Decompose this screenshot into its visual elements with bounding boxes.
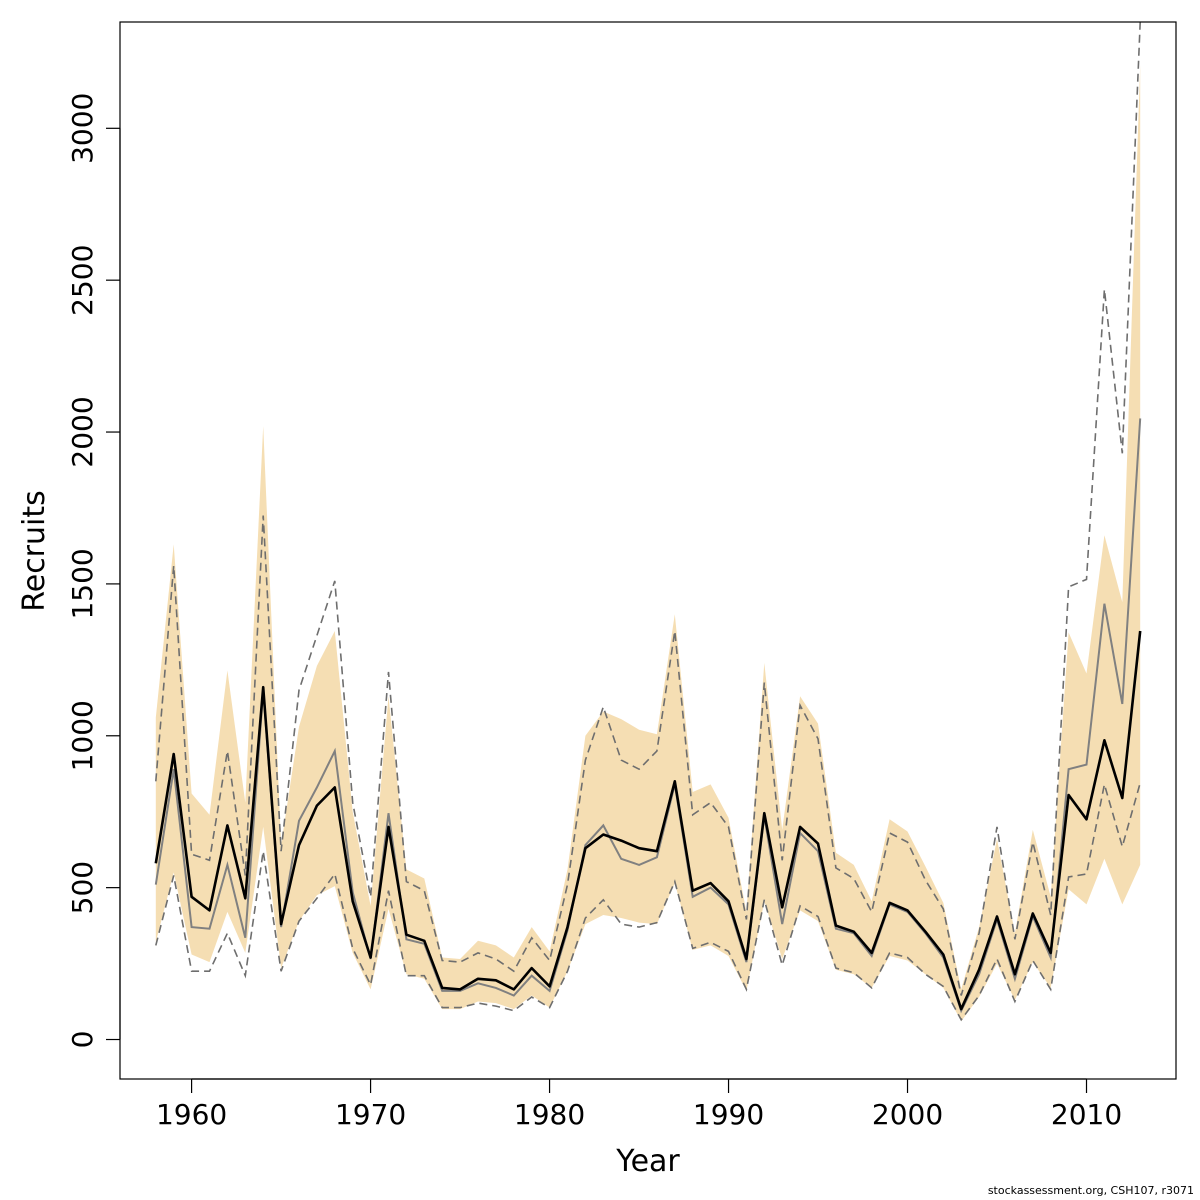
x-tick-label: 1980 xyxy=(514,1098,585,1131)
y-tick-label: 0 xyxy=(66,1031,99,1049)
x-tick-label: 1970 xyxy=(335,1098,406,1131)
x-tick-label: 1990 xyxy=(693,1098,764,1131)
y-tick-label: 1000 xyxy=(66,700,99,771)
series-line-grey xyxy=(154,418,1142,1014)
y-tick-label: 1500 xyxy=(66,548,99,619)
band-area xyxy=(155,64,1141,1022)
y-tick-label: 2500 xyxy=(66,245,99,316)
series-line-dashed-lower xyxy=(155,782,1141,1022)
y-tick-label: 3000 xyxy=(66,93,99,164)
y-axis-title: Recruits xyxy=(17,490,52,612)
x-tick-label: 2010 xyxy=(1051,1098,1122,1131)
x-axis-title: Year xyxy=(615,1144,680,1179)
y-tick-label: 2000 xyxy=(66,396,99,467)
x-tick-label: 2000 xyxy=(872,1098,943,1131)
y-tick-label: 500 xyxy=(66,861,99,914)
confidence-band xyxy=(155,64,1141,1022)
series-lines xyxy=(154,21,1142,1022)
source-note: stockassessment.org, CSH107, r3071 xyxy=(988,1184,1194,1197)
y-axis: 0 500 1000 1500 2000 2500 3000 xyxy=(66,93,121,1049)
x-axis: 1960 1970 1980 1990 2000 2010 xyxy=(156,1078,1122,1131)
series-line-dashed-upper xyxy=(155,21,1141,996)
x-tick-label: 1960 xyxy=(156,1098,227,1131)
series-line-main xyxy=(154,630,1142,1011)
